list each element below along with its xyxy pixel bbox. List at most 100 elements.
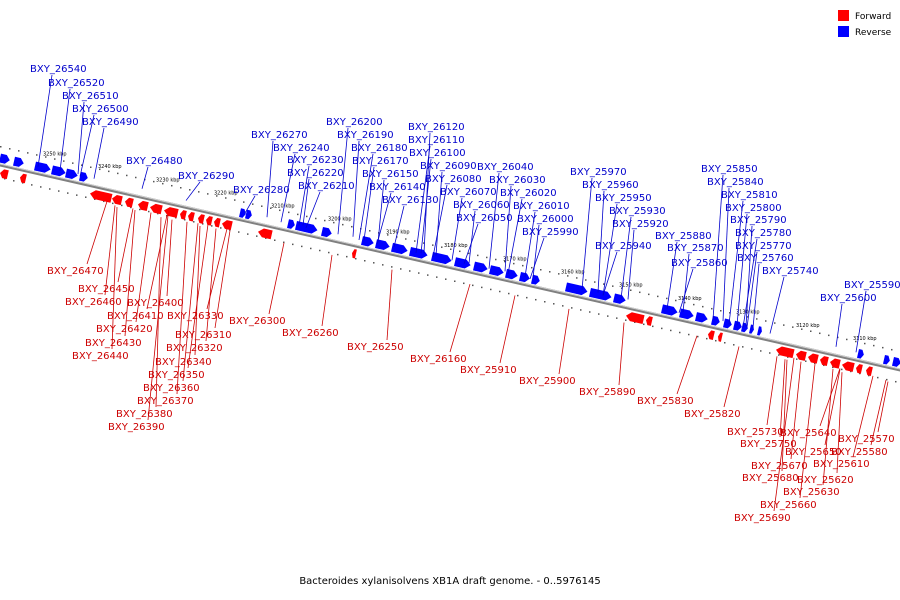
forward-gene-label[interactable]: BXY_25900: [519, 376, 576, 387]
forward-gene-arrow[interactable]: [807, 353, 819, 364]
forward-gene-arrow[interactable]: [19, 173, 27, 184]
reverse-gene-arrow[interactable]: [661, 304, 679, 316]
forward-gene-arrow[interactable]: [0, 169, 9, 180]
reverse-gene-label[interactable]: BXY_26520: [48, 78, 105, 89]
forward-gene-label[interactable]: BXY_25670: [751, 461, 808, 472]
forward-gene-arrow[interactable]: [829, 358, 841, 369]
forward-gene-label[interactable]: BXY_25620: [797, 475, 854, 486]
reverse-gene-label[interactable]: BXY_25780: [735, 228, 792, 239]
reverse-gene-label[interactable]: BXY_26030: [489, 175, 546, 186]
reverse-gene-arrow[interactable]: [733, 320, 743, 332]
forward-gene-arrow[interactable]: [163, 206, 179, 218]
reverse-gene-arrow[interactable]: [239, 208, 247, 218]
reverse-gene-arrow[interactable]: [711, 315, 721, 327]
reverse-gene-label[interactable]: BXY_26220: [287, 168, 344, 179]
reverse-gene-label[interactable]: BXY_26140: [369, 182, 426, 193]
reverse-gene-label[interactable]: BXY_26510: [62, 91, 119, 102]
reverse-gene-arrow[interactable]: [531, 274, 541, 286]
forward-gene-arrow[interactable]: [257, 227, 273, 240]
forward-gene-arrow[interactable]: [197, 214, 205, 224]
reverse-gene-arrow[interactable]: [723, 318, 733, 330]
forward-gene-label[interactable]: BXY_25690: [734, 513, 791, 524]
reverse-gene-label[interactable]: BXY_26100: [409, 148, 466, 159]
reverse-gene-arrow[interactable]: [65, 168, 79, 180]
reverse-gene-label[interactable]: BXY_25790: [730, 215, 787, 226]
reverse-gene-label[interactable]: BXY_25740: [762, 266, 819, 277]
reverse-gene-label[interactable]: BXY_26290: [178, 171, 235, 182]
reverse-gene-label[interactable]: BXY_26540: [30, 64, 87, 75]
reverse-gene-label[interactable]: BXY_25970: [570, 167, 627, 178]
forward-gene-label[interactable]: BXY_25610: [813, 459, 870, 470]
forward-gene-label[interactable]: BXY_25580: [831, 447, 888, 458]
forward-gene-label[interactable]: BXY_26250: [347, 342, 404, 353]
reverse-gene-arrow[interactable]: [505, 268, 519, 280]
forward-gene-arrow[interactable]: [645, 316, 653, 326]
reverse-gene-label[interactable]: BXY_25850: [701, 164, 758, 175]
reverse-gene-label[interactable]: BXY_26210: [298, 181, 355, 192]
reverse-gene-arrow[interactable]: [589, 288, 612, 302]
forward-gene-label[interactable]: BXY_26300: [229, 316, 286, 327]
forward-gene-label[interactable]: BXY_25730: [727, 427, 784, 438]
forward-gene-arrow[interactable]: [841, 360, 855, 372]
reverse-gene-arrow[interactable]: [613, 293, 627, 304]
reverse-gene-arrow[interactable]: [245, 209, 253, 220]
reverse-gene-arrow[interactable]: [892, 357, 900, 368]
forward-gene-arrow[interactable]: [205, 216, 213, 226]
reverse-gene-label[interactable]: BXY_26060: [453, 200, 510, 211]
forward-gene-label[interactable]: BXY_25890: [579, 387, 636, 398]
forward-gene-arrow[interactable]: [707, 330, 715, 340]
forward-gene-arrow[interactable]: [111, 194, 123, 206]
forward-gene-arrow[interactable]: [775, 345, 795, 359]
forward-gene-arrow[interactable]: [865, 366, 873, 376]
reverse-gene-label[interactable]: BXY_25940: [595, 241, 652, 252]
reverse-gene-label[interactable]: BXY_26180: [351, 143, 408, 154]
reverse-gene-label[interactable]: BXY_26190: [337, 130, 394, 141]
forward-gene-label[interactable]: BXY_26260: [282, 328, 339, 339]
reverse-gene-arrow[interactable]: [51, 165, 67, 177]
reverse-gene-label[interactable]: BXY_26500: [72, 104, 129, 115]
forward-gene-label[interactable]: BXY_25750: [740, 439, 797, 450]
reverse-gene-arrow[interactable]: [749, 324, 755, 334]
reverse-gene-arrow[interactable]: [454, 257, 472, 269]
reverse-gene-label[interactable]: BXY_25600: [820, 293, 877, 304]
reverse-gene-label[interactable]: BXY_26070: [440, 187, 497, 198]
reverse-gene-arrow[interactable]: [13, 156, 25, 168]
forward-gene-arrow[interactable]: [213, 217, 221, 228]
forward-gene-label[interactable]: BXY_25570: [838, 434, 895, 445]
reverse-gene-arrow[interactable]: [361, 236, 375, 247]
reverse-gene-label[interactable]: BXY_26270: [251, 130, 308, 141]
forward-gene-label[interactable]: BXY_25820: [684, 409, 741, 420]
reverse-gene-label[interactable]: BXY_26240: [273, 143, 330, 154]
forward-gene-arrow[interactable]: [221, 219, 233, 231]
forward-gene-label[interactable]: BXY_25680: [742, 473, 799, 484]
reverse-gene-label[interactable]: BXY_26110: [408, 135, 465, 146]
forward-gene-label[interactable]: BXY_26440: [72, 351, 129, 362]
reverse-gene-arrow[interactable]: [473, 261, 489, 274]
forward-gene-arrow[interactable]: [137, 200, 149, 212]
reverse-gene-arrow[interactable]: [489, 265, 505, 277]
forward-gene-label[interactable]: BXY_26470: [47, 266, 104, 277]
forward-gene-label[interactable]: BXY_26380: [116, 409, 173, 420]
reverse-gene-arrow[interactable]: [287, 219, 296, 229]
forward-gene-label[interactable]: BXY_26320: [166, 343, 223, 354]
forward-gene-label[interactable]: BXY_25660: [760, 500, 817, 511]
reverse-gene-arrow[interactable]: [409, 247, 429, 260]
forward-gene-label[interactable]: BXY_26420: [96, 324, 153, 335]
reverse-gene-arrow[interactable]: [321, 226, 333, 238]
reverse-gene-label[interactable]: BXY_25920: [612, 219, 669, 230]
reverse-gene-label[interactable]: BXY_26050: [456, 213, 513, 224]
reverse-gene-label[interactable]: BXY_26480: [126, 156, 183, 167]
forward-gene-arrow[interactable]: [124, 197, 134, 208]
reverse-gene-arrow[interactable]: [695, 312, 709, 323]
forward-gene-label[interactable]: BXY_26390: [108, 422, 165, 433]
reverse-gene-arrow[interactable]: [79, 171, 89, 183]
reverse-gene-arrow[interactable]: [375, 239, 391, 251]
reverse-gene-label[interactable]: BXY_26130: [382, 195, 439, 206]
reverse-gene-arrow[interactable]: [857, 349, 865, 359]
reverse-gene-label[interactable]: BXY_25840: [707, 177, 764, 188]
forward-gene-label[interactable]: BXY_25640: [780, 428, 837, 439]
reverse-gene-label[interactable]: BXY_25950: [595, 193, 652, 204]
reverse-gene-arrow[interactable]: [757, 326, 763, 336]
reverse-gene-label[interactable]: BXY_26020: [500, 188, 557, 199]
reverse-gene-label[interactable]: BXY_25770: [735, 241, 792, 252]
